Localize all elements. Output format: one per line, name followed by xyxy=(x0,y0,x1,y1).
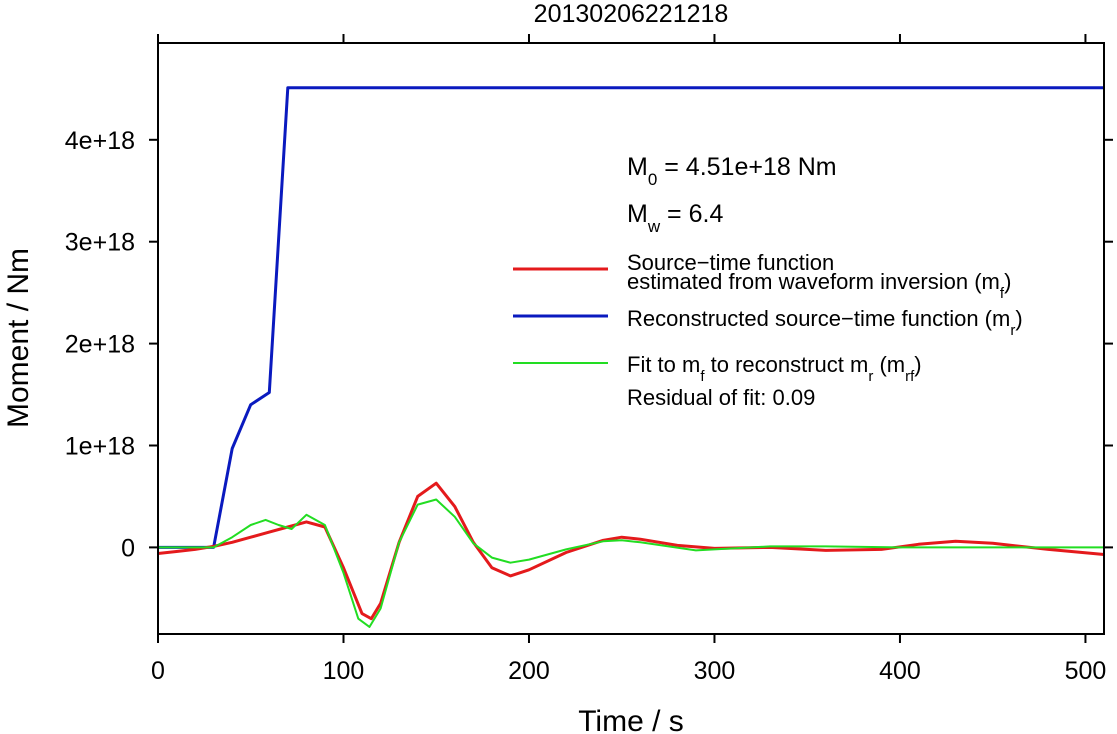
subscript-text: f xyxy=(700,368,705,385)
axis-ticks xyxy=(149,34,1113,643)
label-text: = 4.51e+18 Nm xyxy=(657,153,836,181)
x-axis-label: Time / s xyxy=(578,705,684,734)
series-line-0 xyxy=(157,481,1105,621)
label-text: M xyxy=(627,153,648,181)
x-tick-label: 400 xyxy=(879,657,921,685)
label-text: Reconstructed source−time function (m xyxy=(627,306,1010,331)
label-text: to reconstruct m xyxy=(705,352,869,377)
subscript-text: r xyxy=(868,368,873,385)
y-axis-label: Moment / Nm xyxy=(2,248,35,428)
chart-marks xyxy=(157,86,1105,628)
plot-frame xyxy=(157,42,1105,635)
legend-label-2: Fit to mf to reconstruct mr (mrf) xyxy=(627,352,922,385)
subscript-text: f xyxy=(1000,285,1005,302)
label-text: ) xyxy=(914,352,921,377)
annotation-m0: M0 = 4.51e+18 Nm xyxy=(627,153,837,189)
y-tick-label: 1e+18 xyxy=(65,432,135,460)
y-tick-label: 3e+18 xyxy=(65,229,135,257)
subscript-text: r xyxy=(1010,322,1015,339)
chart-title: 20130206221218 xyxy=(534,0,729,28)
label-text: (m xyxy=(873,352,905,377)
legend-label-0-line1: Source−time function xyxy=(627,250,834,275)
y-tick-label: 2e+18 xyxy=(65,331,135,359)
series-line-2 xyxy=(158,498,1104,628)
x-tick-label: 200 xyxy=(508,657,550,685)
annotation-mw: Mw = 6.4 xyxy=(627,200,723,236)
y-tick-label: 4e+18 xyxy=(65,127,135,155)
legend-label-0-line2: estimated from waveform inversion (mf) xyxy=(627,269,1011,302)
label-text: = 6.4 xyxy=(660,200,723,228)
subscript-text: rf xyxy=(905,368,915,385)
x-tick-label: 0 xyxy=(151,657,165,685)
x-tick-label: 500 xyxy=(1065,657,1107,685)
series-line-1 xyxy=(158,86,1104,549)
y-tick-label: 0 xyxy=(121,534,135,562)
label-text: estimated from waveform inversion (m xyxy=(627,269,1000,294)
subscript-text: 0 xyxy=(648,170,657,189)
label-text: Fit to m xyxy=(627,352,700,377)
label-text: M xyxy=(627,200,648,228)
label-text: Source−time function xyxy=(627,250,834,275)
label-text: ) xyxy=(1015,306,1022,331)
legend-label-1: Reconstructed source−time function (mr) xyxy=(627,306,1023,339)
subscript-text: w xyxy=(647,217,661,236)
label-text: ) xyxy=(1004,269,1011,294)
x-tick-label: 100 xyxy=(323,657,365,685)
x-tick-label: 300 xyxy=(694,657,736,685)
residual-text: Residual of fit: 0.09 xyxy=(627,385,815,410)
